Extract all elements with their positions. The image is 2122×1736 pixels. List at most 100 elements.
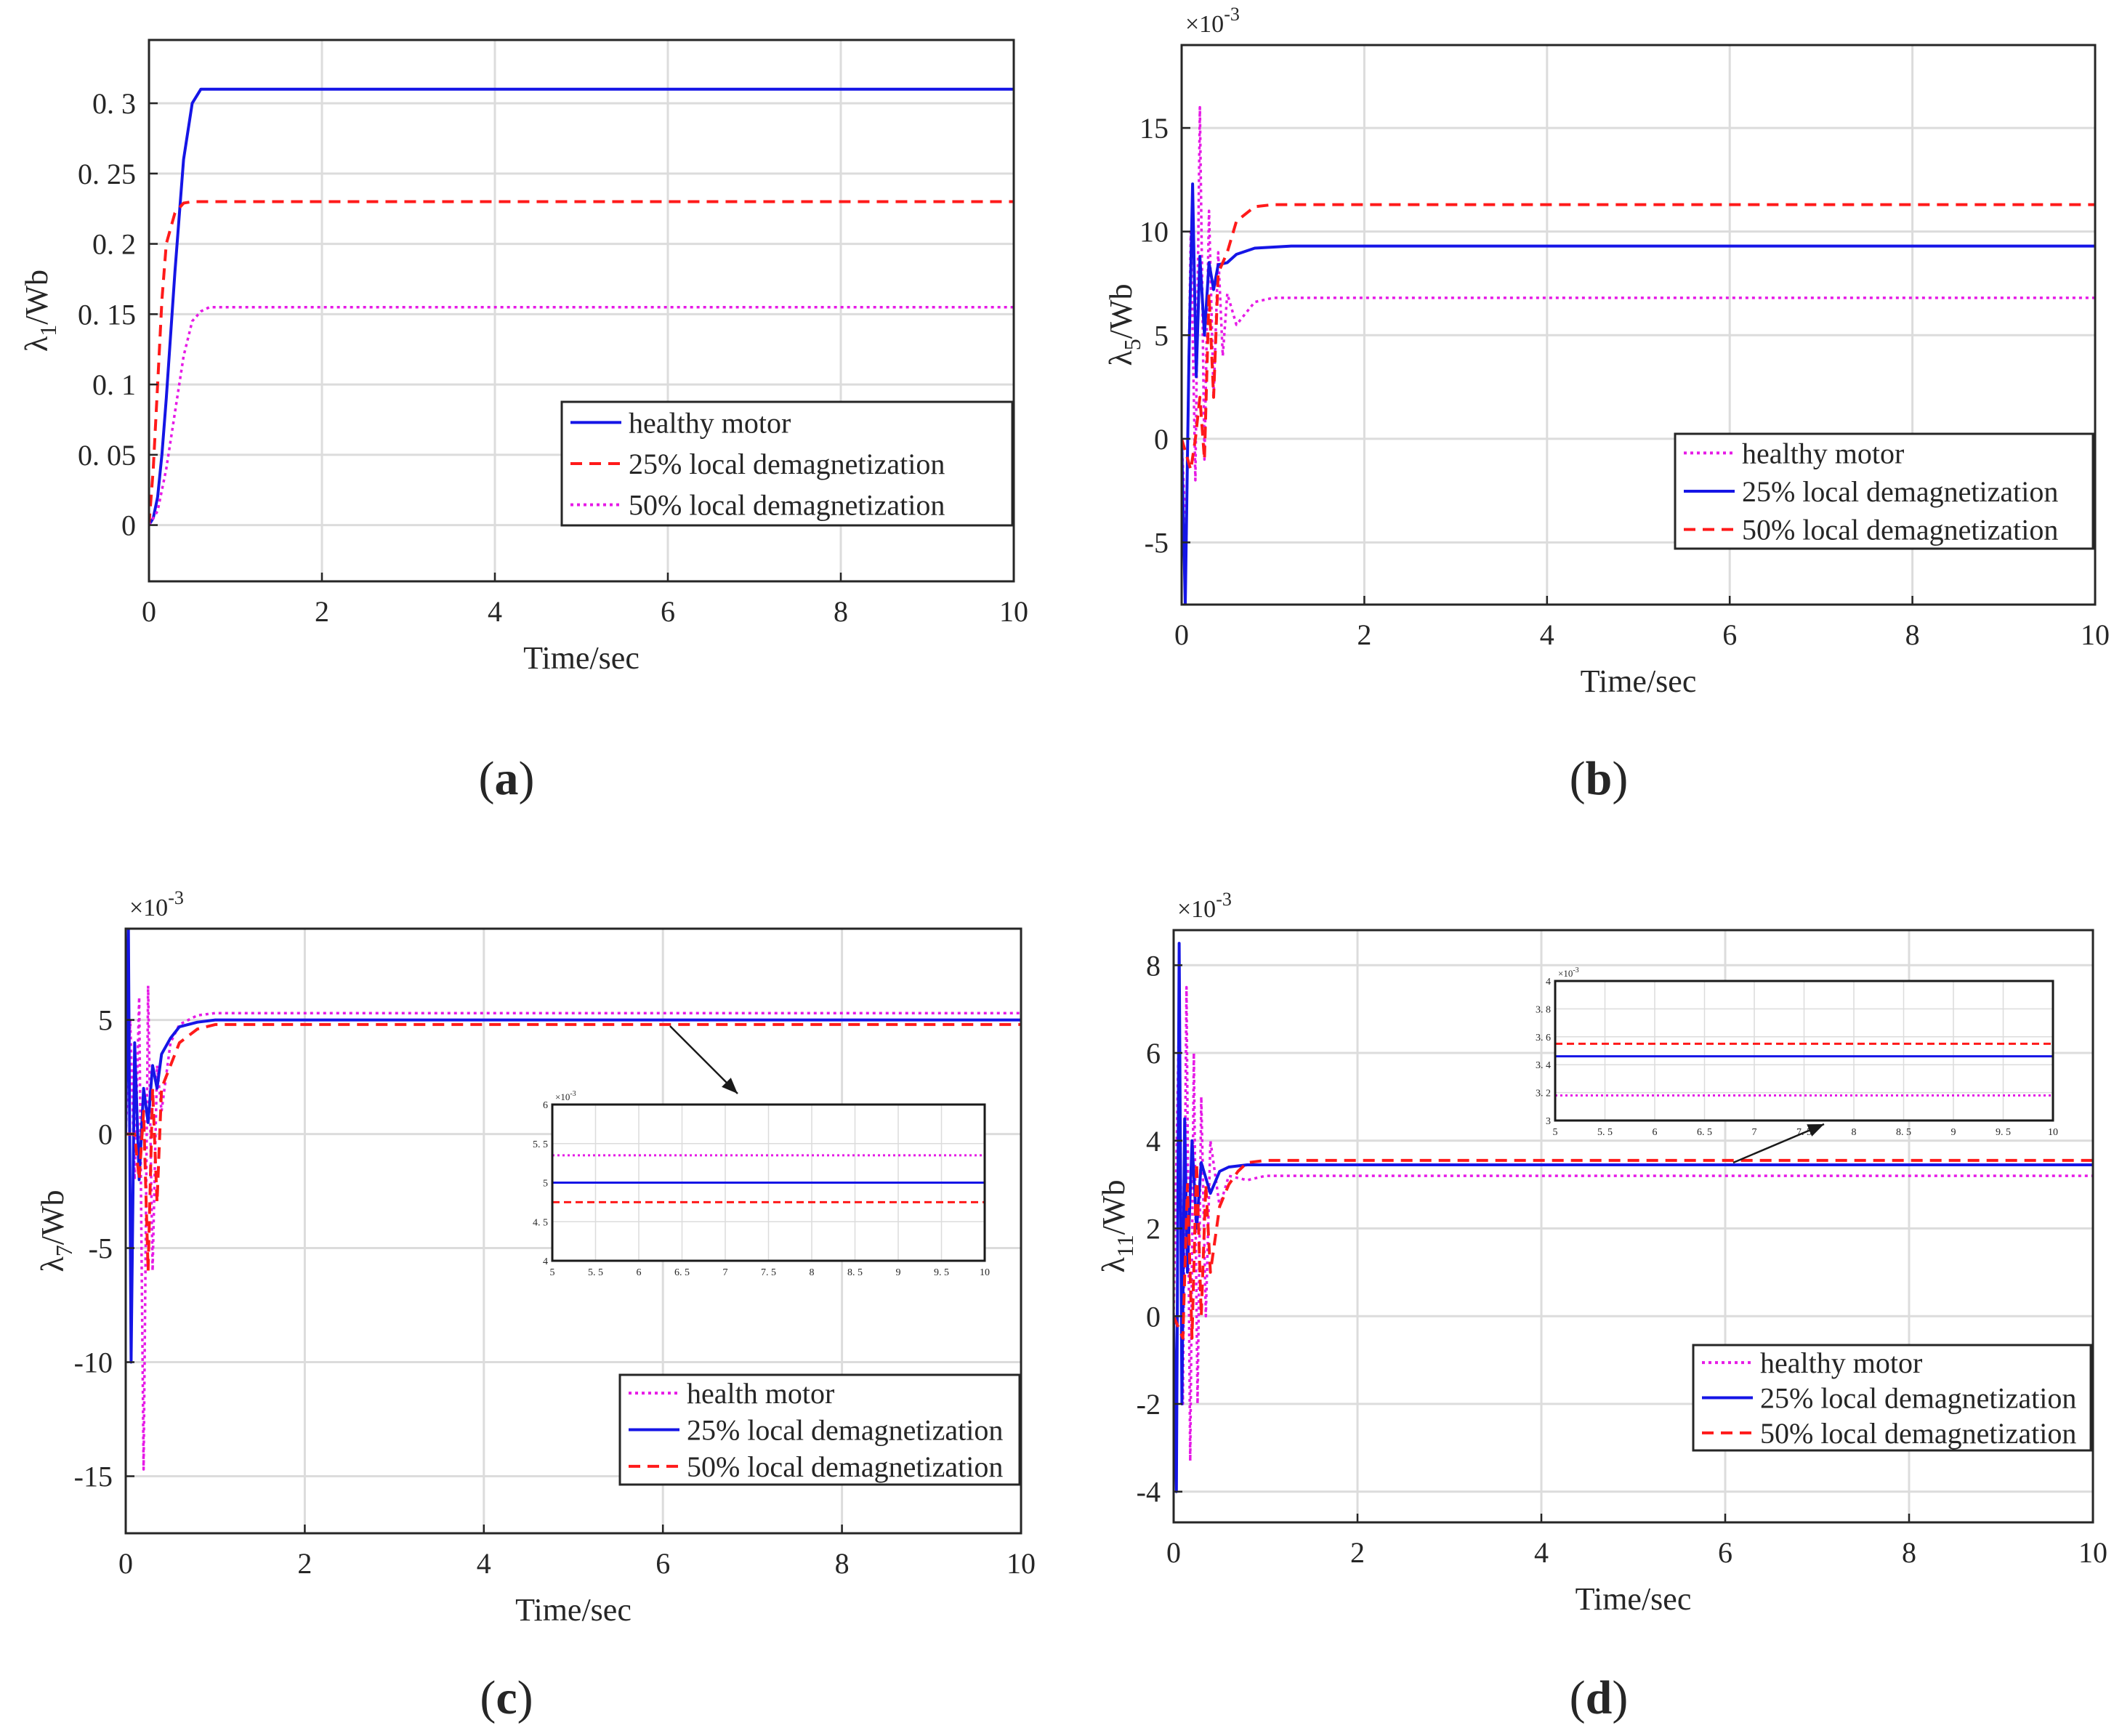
legend-label-3: 50% local demagnetization — [1760, 1417, 2076, 1450]
series-group — [149, 87, 1014, 526]
inset-frame — [551, 1103, 986, 1262]
y-tick-label: 5 — [98, 1004, 113, 1037]
y-axis-exponent: ×10-3 — [1185, 4, 1240, 38]
y-label-symbol: λ — [1096, 1256, 1131, 1272]
y-tick-label: 15 — [1139, 112, 1169, 145]
arrow-head — [1807, 1124, 1824, 1137]
y-axis-exponent: ×10-3 — [1177, 889, 1232, 923]
y-tick-label: 6 — [1146, 1037, 1161, 1070]
y-tick-label: 0. 25 — [78, 158, 136, 190]
exponent-base: ×10 — [129, 895, 168, 921]
y-tick-label: 0 — [1146, 1300, 1161, 1333]
inset-y-tick-label: 4 — [1546, 977, 1551, 988]
y-label-subscript: 5 — [1119, 339, 1145, 350]
inset-x-tick-label: 9. 5 — [1996, 1127, 2011, 1138]
inset-x-tick-label: 7 — [723, 1267, 728, 1278]
legend-label-1: healthy motor — [629, 406, 791, 439]
panel-d: 0 2 4 6 8 10-4-202468×10-3Time/secλ11/Wbhealt… — [1096, 889, 2107, 1617]
series-line-3 — [1174, 1158, 2093, 1340]
x-tick-label: 4 — [477, 1547, 491, 1580]
x-tick-label: 2 — [1357, 618, 1371, 651]
y-tick-label: 10 — [1139, 216, 1169, 249]
panel-b: 0 2 4 6 8 10 -5 0 5 10 15 ×10-3 Time/sec λ5/Wb healthy… — [1103, 4, 2110, 699]
exponent-base: ×10 — [1185, 11, 1224, 38]
y-tick-label: 4 — [1146, 1125, 1161, 1158]
inset-exponent-power: -3 — [570, 1090, 576, 1098]
x-tick-label: 10 — [1006, 1547, 1036, 1580]
x-tick-label: 0 — [1174, 618, 1189, 651]
series-line-3 — [1182, 203, 2095, 472]
y-label-subscript: 11 — [1112, 1235, 1138, 1257]
inset-y-tick-label: 3. 2 — [1536, 1089, 1551, 1099]
inset-y-tick-label: 5 — [543, 1179, 548, 1190]
x-axis-label: Time/sec — [1581, 663, 1697, 699]
x-tick-label: 2 — [297, 1547, 312, 1580]
y-label-subscript: 7 — [51, 1245, 77, 1256]
series-line-1 — [1182, 105, 2095, 544]
series-group — [1182, 105, 2095, 605]
y-axis-label: λ5/Wb — [1103, 283, 1145, 366]
inset-x-tick-label: 6. 5 — [674, 1267, 690, 1278]
inset-exponent-base: ×10 — [555, 1091, 570, 1102]
inset-pointer-arrow — [1732, 1123, 1825, 1164]
y-tick-label: -10 — [74, 1347, 113, 1379]
legend-box — [1674, 432, 2094, 550]
axes-frame — [148, 39, 1015, 583]
y-tick-label: -15 — [74, 1461, 113, 1493]
x-axis-label: Time/sec — [1576, 1581, 1692, 1617]
series-line-2 — [126, 929, 1021, 1364]
panel-label-b: (b) — [1570, 752, 1629, 805]
exponent-base: ×10 — [1177, 896, 1216, 923]
inset-x-tick-label: 8. 5 — [847, 1267, 863, 1278]
y-tick-label: 0. 05 — [78, 439, 136, 472]
legend-label-1: healthy motor — [1760, 1347, 1922, 1379]
inset-y-tick-label: 3. 8 — [1536, 1004, 1551, 1015]
x-tick-label: 2 — [1350, 1536, 1365, 1569]
y-tick-label: 0 — [121, 509, 136, 542]
x-tick-label: 4 — [1540, 618, 1554, 651]
legend-box — [618, 1373, 1021, 1486]
x-axis-label: Time/sec — [515, 1592, 632, 1628]
y-label-unit: /Wb — [1096, 1180, 1131, 1235]
legend-label-3: 50% local demagnetization — [629, 489, 945, 522]
series-line-2 — [1174, 942, 2093, 1493]
y-tick-label: 0. 3 — [92, 87, 136, 120]
panel-c: 0 2 4 6 8 10-15-10-505×10-3Time/secλ7/Wbhealt… — [35, 887, 1036, 1628]
inset-x-tick-label: 10 — [2048, 1127, 2058, 1138]
panel-label-a: (a) — [479, 752, 535, 805]
y-axis-label: λ7/Wb — [35, 1190, 77, 1272]
y-label-subscript: 1 — [35, 325, 61, 336]
y-label-unit: /Wb — [19, 270, 55, 325]
y-tick-label: 0. 15 — [78, 298, 136, 331]
y-tick-label: 0 — [1154, 423, 1169, 456]
legend-box — [1692, 1344, 2092, 1452]
inset-x-tick-label: 8 — [1852, 1127, 1857, 1138]
series-line-1 — [149, 87, 1014, 526]
inset-x-tick-label: 9 — [896, 1267, 901, 1278]
inset-x-tick-label: 10 — [980, 1267, 990, 1278]
y-tick-label: 0. 1 — [92, 368, 136, 401]
y-axis-exponent: ×10-3 — [129, 887, 184, 921]
exponent-power: -3 — [1224, 4, 1240, 25]
inset-frame — [1554, 980, 2054, 1122]
inset-x-tick-label: 6. 5 — [1697, 1127, 1712, 1138]
inset-x-tick-label: 9 — [1951, 1127, 1956, 1138]
series-line-1 — [126, 984, 1021, 1471]
series-line-3 — [149, 305, 1014, 526]
exponent-power: -3 — [168, 887, 184, 908]
x-tick-label: 8 — [1902, 1536, 1916, 1569]
y-label-unit: /Wb — [35, 1190, 70, 1245]
legend-label-1: health motor — [687, 1377, 834, 1410]
inset-x-tick-label: 9. 5 — [934, 1267, 949, 1278]
inset-y-tick-label: 5. 5 — [533, 1139, 548, 1150]
x-tick-label: 6 — [655, 1547, 670, 1580]
x-tick-label: 10 — [999, 595, 1028, 628]
y-tick-label: 2 — [1146, 1213, 1161, 1246]
y-tick-label: -4 — [1137, 1476, 1161, 1509]
inset-x-tick-label: 5 — [550, 1267, 555, 1278]
inset-x-tick-label: 5 — [1553, 1127, 1558, 1138]
inset-y-tick-label: 3 — [1546, 1116, 1551, 1127]
series-line-2 — [149, 200, 1014, 525]
x-tick-label: 6 — [1718, 1536, 1732, 1569]
